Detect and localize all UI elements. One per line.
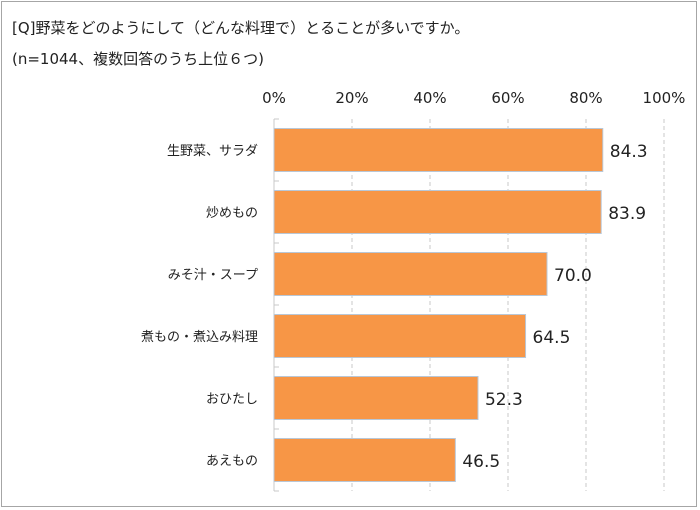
data-label: 84.3 [610,142,648,162]
category-label: みそ汁・スープ [168,268,258,283]
x-tick-label: 60% [491,89,524,107]
bar [273,252,548,296]
x-tick-label: 80% [569,89,602,107]
chart-subtitle: (n=1044、複数回答のうち上位６つ) [12,50,264,68]
category-label: 煮もの・煮込み料理 [141,330,258,345]
category-label: 炒めもの [206,206,258,221]
x-tick-label: 20% [335,89,368,107]
category-label: あえもの [206,454,258,469]
x-tick-label: 40% [413,89,446,107]
data-label: 46.5 [462,452,500,472]
bar [273,128,604,172]
category-label: おひたし [206,392,258,407]
data-label: 83.9 [608,204,646,224]
x-tick-label: 0% [262,89,286,107]
bar [273,438,456,482]
bar [273,190,602,234]
data-label: 64.5 [533,328,571,348]
bar [273,314,527,358]
category-label: 生野菜、サラダ [167,144,258,159]
data-label: 52.3 [485,390,523,410]
chart-title: [Q]野菜をどのようにして（どんな料理で）とることが多いですか。 [12,19,470,37]
x-tick-label: 100% [643,89,686,107]
bar [273,376,479,420]
data-label: 70.0 [554,266,592,286]
